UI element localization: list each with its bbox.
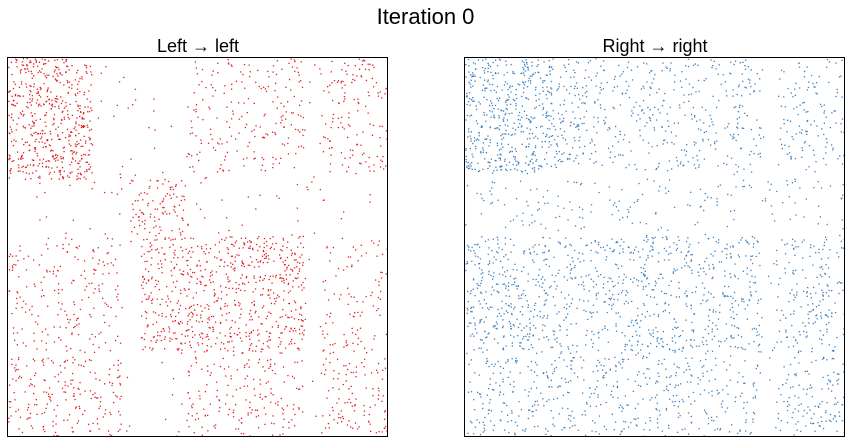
- right-matrix-plot: [465, 58, 844, 436]
- figure-title: Iteration 0: [376, 4, 475, 29]
- right-adjacency-matrix: [464, 57, 845, 437]
- left-panel-title: Left → left: [156, 36, 240, 56]
- right-panel-title: Right → right: [602, 36, 708, 56]
- matrix-entries: [465, 58, 844, 436]
- left-matrix-plot: [8, 58, 387, 436]
- matrix-entries: [8, 58, 387, 436]
- left-adjacency-matrix: [7, 57, 388, 437]
